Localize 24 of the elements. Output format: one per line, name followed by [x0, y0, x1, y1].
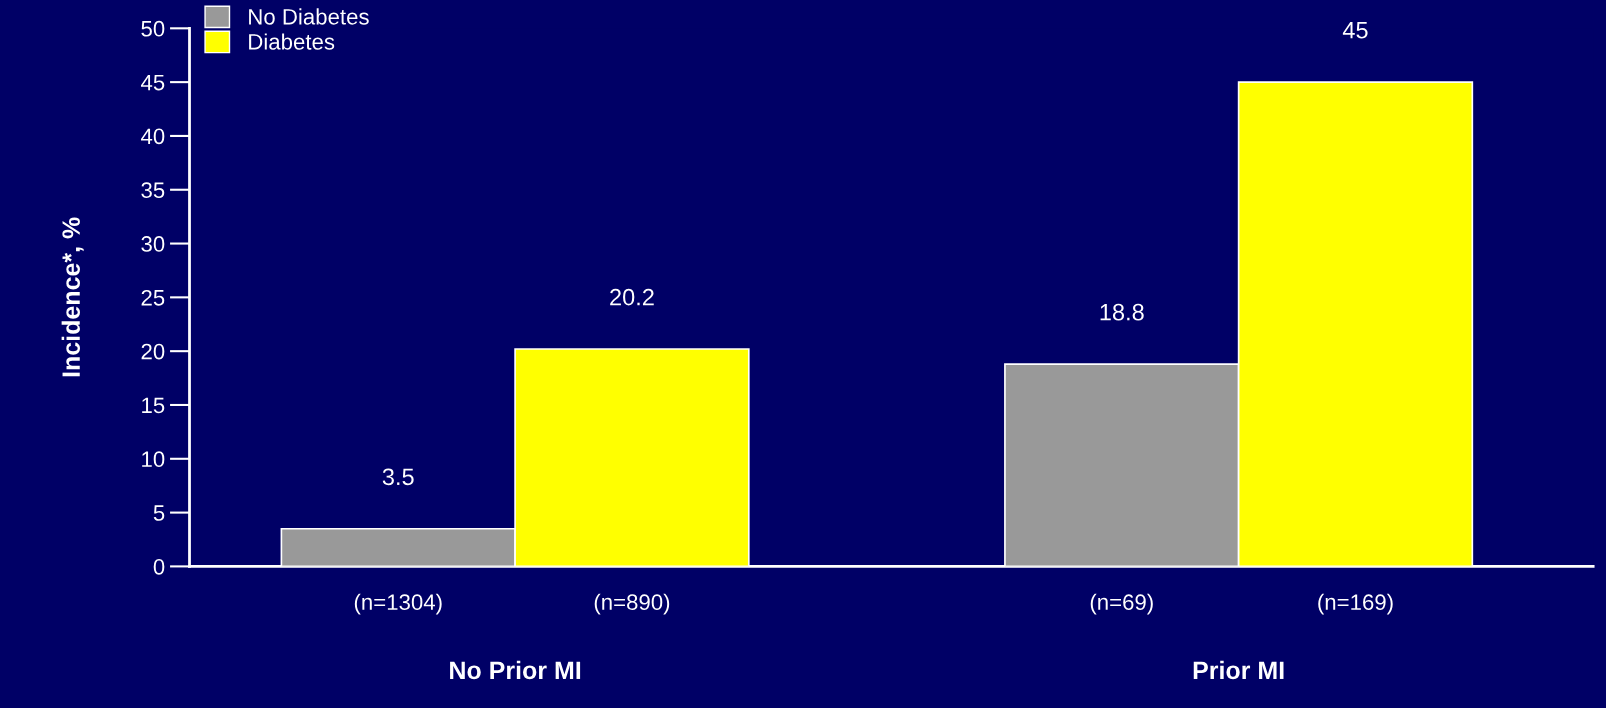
y-tick-label: 5: [153, 505, 165, 521]
text: (n=1304): [354, 593, 442, 615]
x-tick-label: No Prior MI: [450, 660, 581, 680]
text: (n=169): [1318, 593, 1393, 615]
y-tick-label: 10: [142, 451, 165, 468]
legend-label: No Diabetes: [249, 8, 369, 25]
y-axis-title: Incidence*, %: [61, 217, 84, 377]
data-label: 3.5: [382, 468, 414, 486]
y-tick-label: 15: [142, 397, 165, 414]
data-label: 45: [1342, 22, 1368, 39]
y-tick-label: 50: [141, 20, 165, 37]
y-tick-label: 40: [141, 128, 165, 145]
data-label: 20.2: [610, 288, 654, 306]
y-tick-label: 20: [141, 343, 165, 360]
y-tick-label: 0: [153, 558, 165, 575]
y-tick-label: 45: [141, 74, 165, 91]
y-tick-label: 30: [141, 236, 165, 252]
data-label: 18.8: [1100, 303, 1144, 321]
y-tick-label: 25: [141, 289, 165, 306]
text: (n=890): [594, 593, 670, 615]
text: (n=69): [1090, 593, 1153, 615]
y-tick-label: 35: [141, 182, 165, 199]
legend-label: Diabetes: [249, 33, 335, 50]
x-tick-label: Prior MI: [1193, 660, 1284, 680]
